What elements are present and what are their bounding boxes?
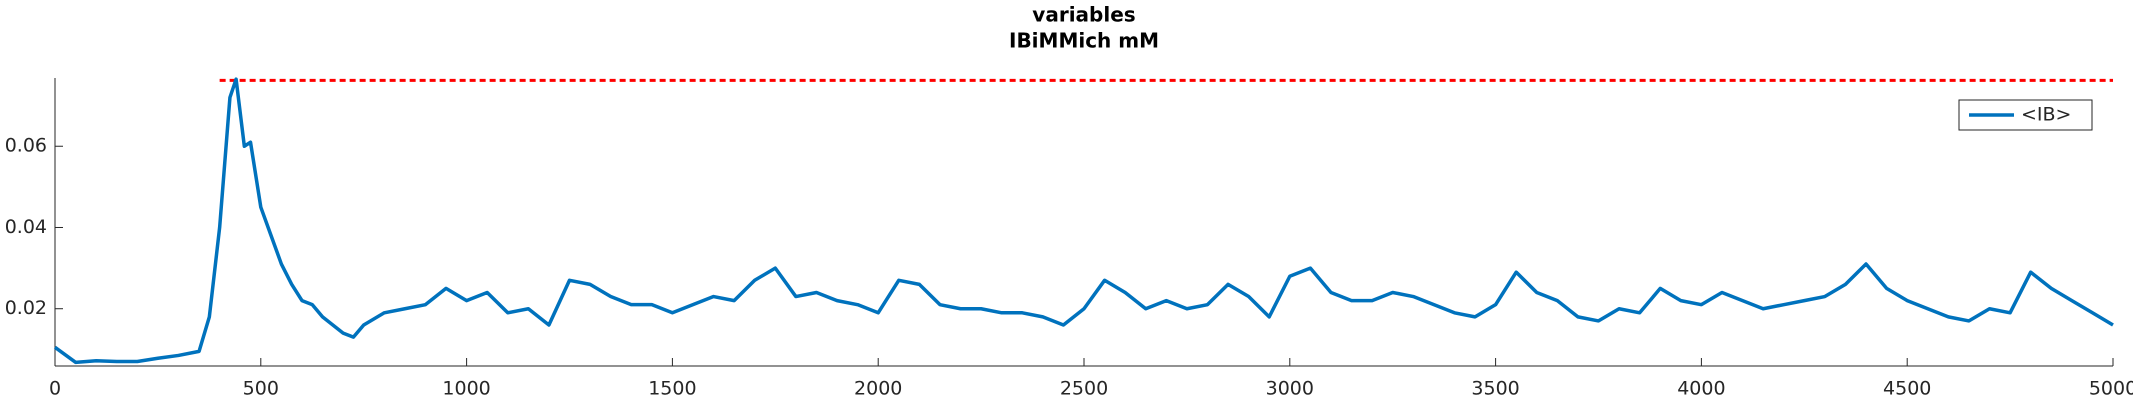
y-tick-label: 0.02 bbox=[5, 297, 47, 319]
chart-title: variables bbox=[1032, 3, 1135, 27]
x-tick-label: 1500 bbox=[648, 378, 696, 400]
chart-subtitle: IBiMMich mM bbox=[1009, 29, 1159, 53]
x-tick-label: 3500 bbox=[1471, 378, 1519, 400]
data-line bbox=[53, 77, 2114, 365]
x-tick-label: 0 bbox=[49, 378, 61, 400]
legend-label: <IB> bbox=[2021, 104, 2071, 126]
x-tick-label: 2000 bbox=[854, 378, 902, 400]
x-tick-label: 5000 bbox=[2089, 378, 2133, 400]
x-tick-label: 1000 bbox=[442, 378, 490, 400]
x-tick-label: 4500 bbox=[1883, 378, 1931, 400]
x-tick-label: 500 bbox=[243, 378, 279, 400]
x-tick-label: 2500 bbox=[1060, 378, 1108, 400]
x-tick-label: 3000 bbox=[1266, 378, 1314, 400]
y-tick-label: 0.04 bbox=[5, 216, 47, 238]
y-tick-label: 0.06 bbox=[5, 135, 47, 157]
x-tick-label: 4000 bbox=[1677, 378, 1725, 400]
